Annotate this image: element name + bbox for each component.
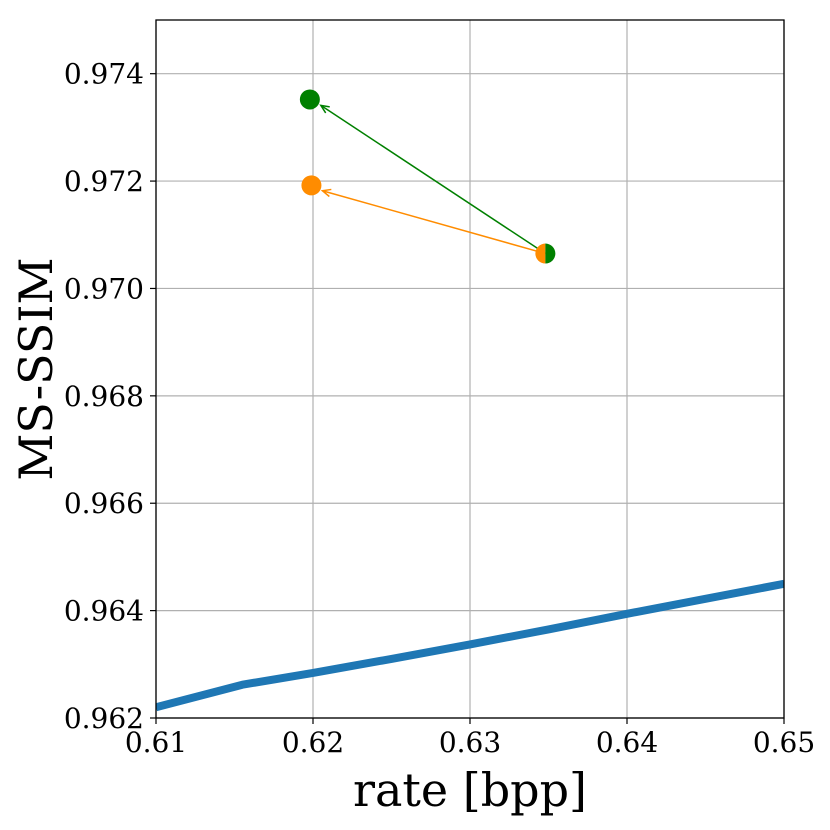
y-tick-label: 0.968 [64, 380, 144, 413]
orange-arrow [322, 190, 546, 255]
y-axis-label: MS-SSIM [9, 257, 63, 480]
x-tick-label: 0.65 [753, 726, 815, 759]
series-line-baseline [156, 579, 784, 712]
y-tick-labels: 0.962 0.964 0.966 0.968 0.970 0.972 0.974 [64, 58, 144, 735]
grid [155, 20, 785, 719]
plot-area [156, 89, 784, 712]
point-start-right-half [545, 243, 556, 264]
y-tick-label: 0.970 [64, 272, 144, 305]
x-tick-label: 0.63 [439, 726, 501, 759]
y-tick-label: 0.964 [64, 595, 144, 628]
y-tick-label: 0.972 [64, 165, 144, 198]
point-green-end [299, 89, 320, 110]
orange-arrow-head [320, 188, 332, 198]
point-orange-end [301, 175, 322, 196]
x-axis-label: rate [bpp] [353, 763, 587, 817]
x-tick-label: 0.61 [125, 726, 187, 759]
green-arrow-head [319, 104, 330, 114]
green-arrow [320, 104, 546, 255]
y-tick-label: 0.962 [64, 702, 144, 735]
ticks [150, 73, 785, 724]
x-tick-label: 0.64 [596, 726, 658, 759]
x-tick-label: 0.62 [282, 726, 344, 759]
y-tick-label: 0.974 [64, 58, 144, 91]
x-tick-labels: 0.61 0.62 0.63 0.64 0.65 [125, 726, 815, 759]
point-start-left-half [535, 243, 546, 264]
y-tick-label: 0.966 [64, 487, 144, 520]
